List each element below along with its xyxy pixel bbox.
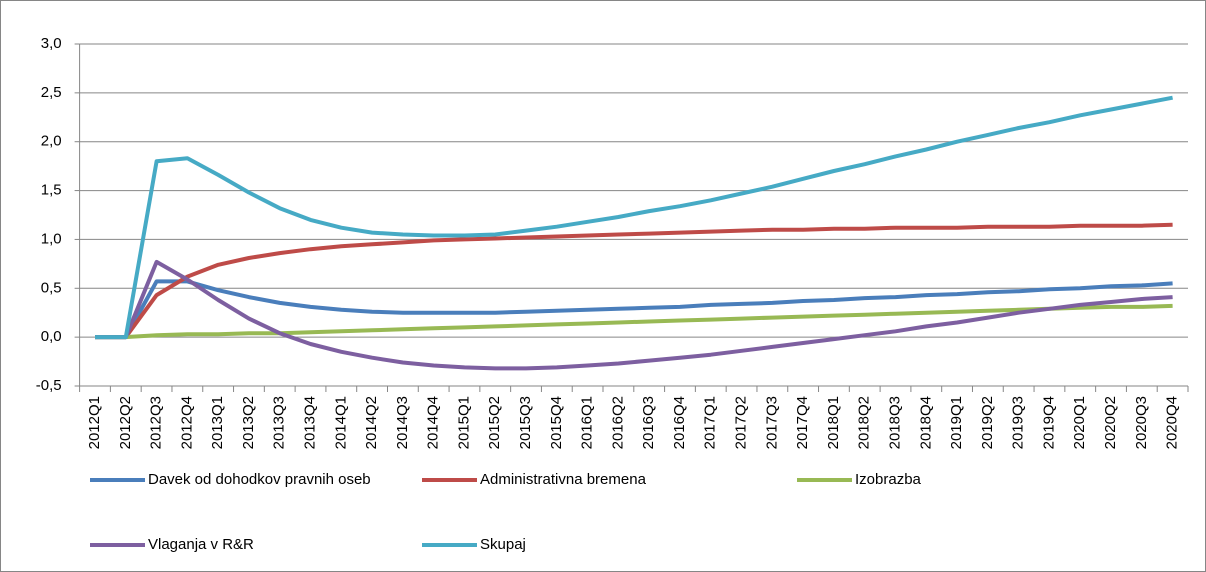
legend-label: Izobrazba [855,471,922,488]
x-tick-label: 2018Q2 [856,396,873,449]
series-line [95,279,1173,340]
x-tick-label: 2012Q1 [86,396,103,449]
y-tick-label: 2,0 [41,133,62,150]
legend-label: Administrativna bremena [480,471,647,488]
x-tick-label: 2014Q2 [363,396,380,449]
x-tick-label: 2020Q3 [1133,396,1150,449]
x-tick-label: 2017Q4 [794,396,811,449]
x-tick-label: 2015Q3 [517,396,534,449]
x-tick-label: 2020Q2 [1102,396,1119,449]
x-tick-label: 2019Q2 [979,396,996,449]
legend-label: Davek od dohodkov pravnih oseb [148,471,371,488]
x-tick-label: 2020Q1 [1071,396,1088,449]
x-tick-label: 2016Q2 [609,396,626,449]
x-tick-label: 2014Q4 [425,396,442,449]
series-line [95,95,1173,340]
x-tick-label: 2012Q4 [178,396,195,449]
x-tick-label: 2016Q4 [671,396,688,449]
x-tick-label: 2017Q1 [702,396,719,449]
x-tick-label: 2012Q3 [148,396,165,449]
y-tick-label: 0,5 [41,279,62,296]
x-tick-label: 2015Q1 [455,396,472,449]
x-tick-label: 2015Q2 [486,396,503,449]
x-tick-label: 2013Q1 [209,396,226,449]
x-tick-label: 2016Q1 [579,396,596,449]
x-tick-label: 2013Q4 [301,396,318,449]
x-tick-label: 2019Q1 [948,396,965,449]
y-tick-label: 2,5 [41,84,62,101]
x-tick-label: 2019Q3 [1010,396,1027,449]
x-tick-label: 2020Q4 [1164,396,1181,449]
x-tick-label: 2015Q4 [548,396,565,449]
y-tick-label: -0,5 [36,377,62,394]
x-tick-label: 2013Q3 [271,396,288,449]
y-tick-label: 1,0 [41,230,62,247]
x-tick-label: 2018Q1 [825,396,842,449]
y-tick-label: 3,0 [41,35,62,52]
series-line [95,303,1173,340]
x-tick-label: 2017Q2 [733,396,750,449]
x-tick-label: 2014Q1 [332,396,349,449]
x-tick-label: 2018Q3 [886,396,903,449]
x-tick-label: 2012Q2 [117,396,134,449]
x-tick-label: 2018Q4 [917,396,934,449]
x-tick-label: 2019Q4 [1040,396,1057,449]
legend-label: Vlaganja v R&R [148,536,254,553]
y-tick-label: 0,0 [41,328,62,345]
x-tick-label: 2014Q3 [394,396,411,449]
x-tick-label: 2013Q2 [240,396,257,449]
series-line [95,259,1173,371]
x-tick-label: 2017Q3 [763,396,780,449]
legend-label: Skupaj [480,536,526,553]
series-line [95,222,1173,340]
x-tick-label: 2016Q3 [640,396,657,449]
y-tick-label: 1,5 [41,182,62,199]
